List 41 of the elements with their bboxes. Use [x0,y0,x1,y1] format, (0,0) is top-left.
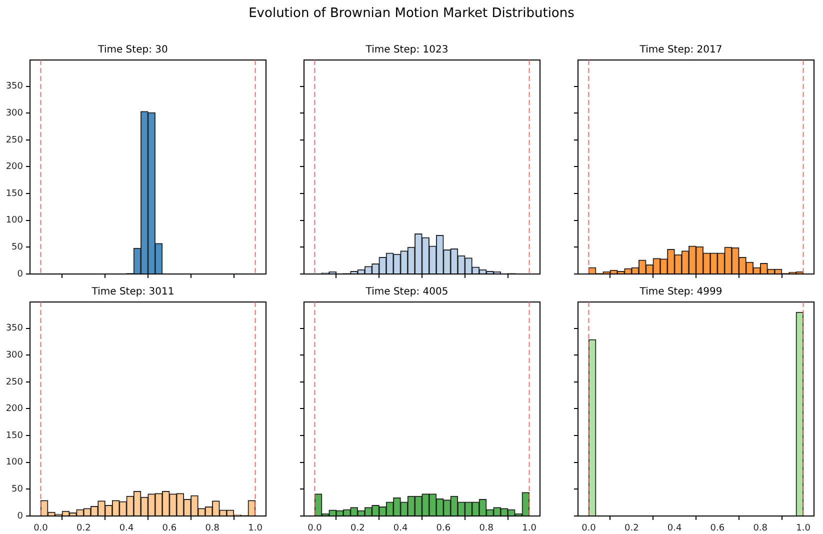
x-tick-label: 1.0 [522,524,537,534]
y-tick-label: 250 [6,135,24,146]
y-tick-label: 0 [17,269,24,280]
y-tick-label: 350 [6,82,24,92]
x-tick-label: 0.2 [624,524,639,534]
y-tick-label: 300 [6,108,24,118]
y-tick-label: 200 [6,162,24,172]
x-tick-label: 0.4 [119,524,134,534]
x-tick-label: 0.8 [479,524,494,534]
y-tick-label: 350 [6,324,24,334]
x-tick-label: 0.0 [34,524,48,534]
y-tick-label: 100 [6,216,24,226]
y-tick-label: 0 [17,511,24,522]
y-tick-label: 200 [6,404,24,414]
chart-title: Time Step: 1023 [364,44,448,56]
chart-title: Time Step: 2017 [638,44,722,56]
x-tick-label: 0.2 [76,524,91,534]
x-tick-label: 0.6 [710,524,725,534]
x-tick-label: 0.4 [393,524,408,534]
x-tick-label: 0.6 [436,524,451,534]
x-tick-label: 0.2 [350,524,365,534]
chart-title: Time Step: 3011 [90,286,174,298]
y-tick-label: 250 [6,377,24,388]
y-tick-label: 300 [6,350,24,360]
x-tick-label: 0.8 [753,524,768,534]
x-tick-label: 1.0 [796,524,811,534]
y-tick-label: 150 [6,430,24,441]
x-tick-label: 1.0 [248,524,263,534]
chart-title: Time Step: 4005 [364,286,448,298]
x-tick-label: 0.0 [582,524,596,534]
x-tick-label: 0.8 [205,524,220,534]
x-tick-label: 0.6 [162,524,177,534]
x-tick-label: 0.4 [667,524,682,534]
y-tick-label: 50 [12,242,24,253]
text: Evolution of Brownian Motion Market Distributions [248,6,576,21]
chart-title: Time Step: 30 [97,44,168,56]
y-tick-label: 150 [6,188,24,199]
x-tick-label: 0.0 [308,524,322,534]
y-tick-label: 100 [6,458,24,468]
chart-title: Time Step: 4999 [638,286,722,298]
y-tick-label: 50 [12,484,24,495]
